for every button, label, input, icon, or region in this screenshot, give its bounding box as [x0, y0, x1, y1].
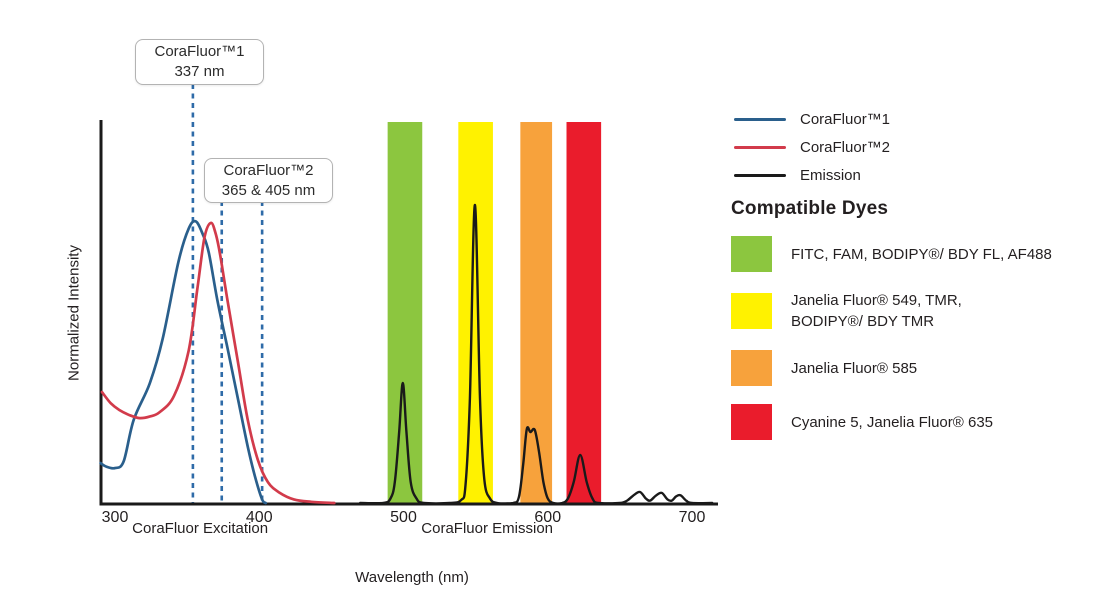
x-tick-label-300: 300: [101, 509, 129, 526]
x-section-label-0: CoraFluor Excitation: [132, 520, 269, 537]
dye-color-swatch: [731, 236, 772, 272]
series-curve-excitation-0: [99, 219, 268, 505]
series-curve-emission-2: [359, 203, 714, 505]
legend-item-2: Emission: [734, 164, 890, 187]
x-tick-label-700: 700: [678, 509, 706, 526]
x-tick-label-500: 500: [390, 509, 417, 526]
x-section-label-1: CoraFluor Emission: [421, 520, 554, 537]
legend-line-swatch: [734, 146, 786, 149]
legend-line-swatch: [734, 118, 786, 121]
filter-band-0: [387, 122, 423, 503]
legend-line-swatch: [734, 174, 786, 177]
callout-corafluor1-wavelength: 337 nm: [174, 63, 225, 80]
compatible-dyes-heading: Compatible Dyes: [731, 198, 889, 219]
dye-color-swatch: [731, 350, 772, 386]
dye-label: Cyanine 5, Janelia Fluor® 635: [791, 413, 994, 431]
dye-color-swatch: [731, 404, 772, 440]
callout-corafluor2: CoraFluor™2 365 & 405 nm: [204, 158, 333, 203]
dye-row-0: FITC, FAM, BODIPY®/ BDY FL, AF488: [731, 236, 1101, 272]
y-axis-label: Normalized Intensity: [65, 245, 83, 381]
dye-label: FITC, FAM, BODIPY®/ BDY FL, AF488: [791, 245, 1052, 263]
legend-item-label: CoraFluor™1: [800, 111, 891, 128]
callout-corafluor2-wavelength: 365 & 405 nm: [221, 181, 316, 199]
filter-band-3: [566, 122, 602, 503]
x-tick-label-600: 600: [534, 509, 562, 526]
dye-label: Janelia Fluor® 585: [791, 359, 918, 377]
dye-label: Janelia Fluor® 549, TMR, BODIPY®/ BDY TMR: [791, 292, 962, 330]
dye-row-1: Janelia Fluor® 549, TMR, BODIPY®/ BDY TMR: [731, 290, 1101, 332]
x-axis-title: Wavelength (nm): [355, 569, 469, 586]
legend: CoraFluor™1 CoraFluor™2 Emission: [734, 108, 890, 187]
dye-row-3: Cyanine 5, Janelia Fluor® 635: [731, 404, 1101, 440]
compatible-dyes-list: FITC, FAM, BODIPY®/ BDY FL, AF488 Janelia…: [731, 236, 1101, 440]
legend-item-label: Emission: [800, 167, 861, 184]
legend-item-0: CoraFluor™1: [734, 108, 890, 131]
x-tick-label-400: 400: [245, 509, 273, 526]
legend-item-1: CoraFluor™2: [734, 136, 890, 159]
series-curve-excitation-1: [100, 221, 336, 505]
callout-corafluor1-title: CoraFluor™1: [154, 43, 245, 60]
callout-corafluor1: CoraFluor™1 337 nm: [135, 39, 264, 85]
callout-corafluor2-title: CoraFluor™2: [223, 161, 314, 179]
dye-color-swatch: [731, 293, 772, 329]
dye-row-2: Janelia Fluor® 585: [731, 350, 1101, 386]
filter-band-1: [458, 122, 493, 503]
legend-item-label: CoraFluor™2: [800, 139, 891, 156]
